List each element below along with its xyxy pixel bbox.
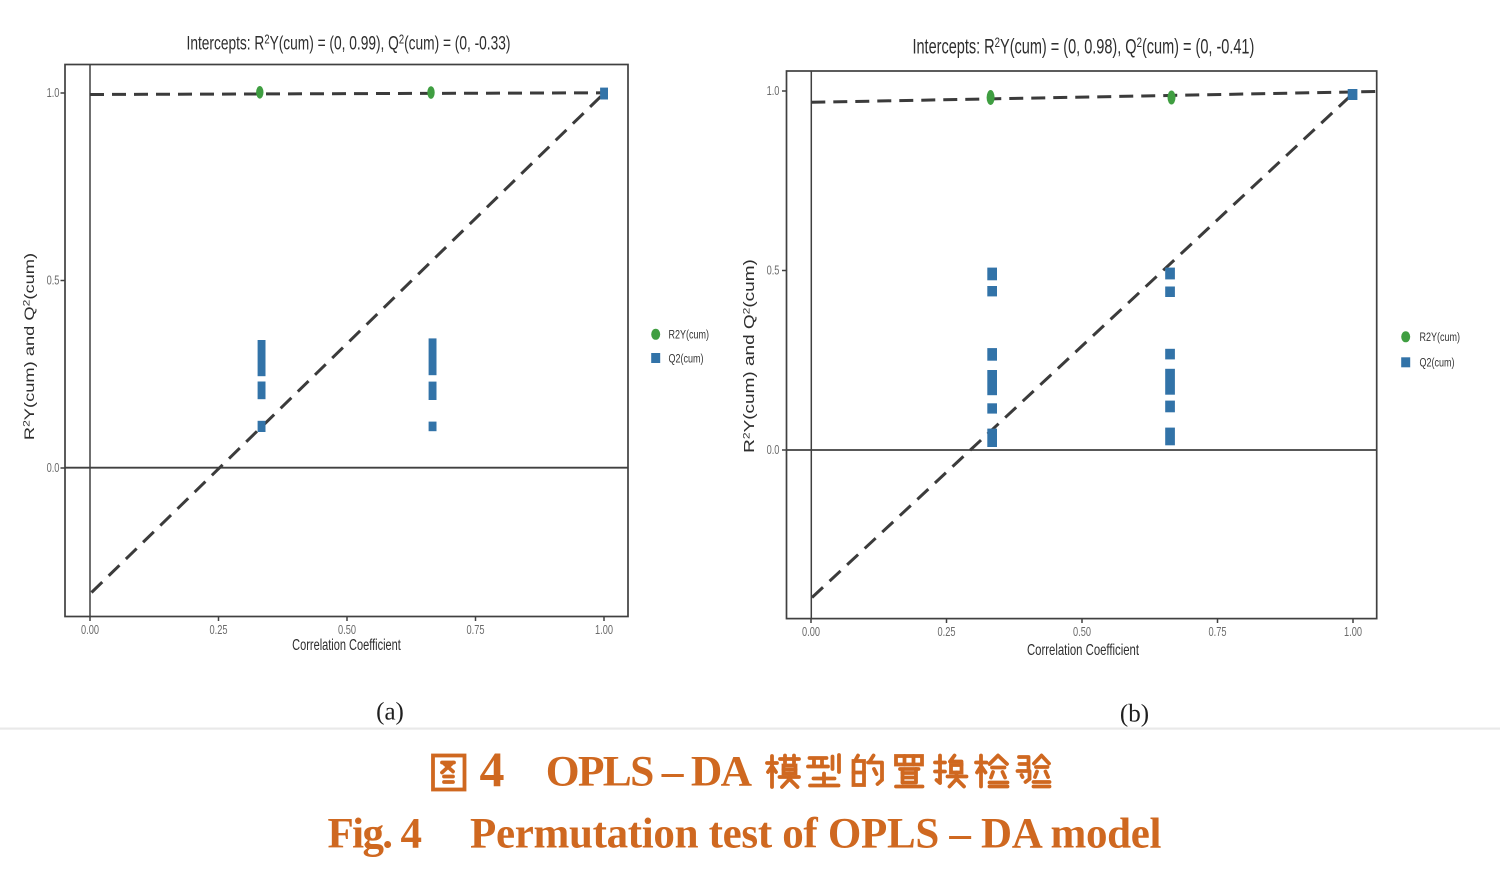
svg-text:R2Y(cum): R2Y(cum)	[1420, 331, 1460, 345]
svg-text:R2Y(cum) and Q2(cum): R2Y(cum) and Q2(cum)	[741, 259, 758, 453]
svg-text:4: 4	[480, 741, 505, 797]
svg-text:Intercepts: R2Y(cum) = (0, 0.9: Intercepts: R2Y(cum) = (0, 0.99), Q2(cum…	[187, 32, 511, 54]
svg-text:OPLS – DA: OPLS – DA	[546, 748, 753, 796]
svg-text:1.00: 1.00	[1344, 626, 1362, 640]
svg-text:Fig. 4: Fig. 4	[328, 811, 423, 858]
svg-text:0.00: 0.00	[81, 624, 99, 638]
svg-text:1.0: 1.0	[767, 85, 780, 99]
svg-text:0.00: 0.00	[802, 626, 820, 640]
svg-text:(a): (a)	[376, 699, 404, 726]
svg-text:0.75: 0.75	[467, 624, 485, 638]
svg-text:Intercepts: R2Y(cum) = (0, 0.9: Intercepts: R2Y(cum) = (0, 0.98), Q2(cum…	[912, 34, 1254, 58]
svg-text:Correlation Coefficient: Correlation Coefficient	[1027, 640, 1139, 658]
svg-text:0.25: 0.25	[210, 624, 228, 638]
svg-text:0.0: 0.0	[767, 444, 780, 458]
svg-text:0.50: 0.50	[1073, 626, 1091, 640]
svg-text:Permutation test of OPLS – DA: Permutation test of OPLS – DA model	[470, 811, 1162, 858]
svg-text:Q2(cum): Q2(cum)	[1420, 356, 1455, 370]
svg-text:R2Y(cum): R2Y(cum)	[669, 328, 709, 342]
svg-text:R2Y(cum) and Q2(cum): R2Y(cum) and Q2(cum)	[22, 253, 38, 440]
svg-text:0.0: 0.0	[47, 462, 60, 476]
svg-text:0.50: 0.50	[338, 624, 356, 638]
svg-text:1.0: 1.0	[47, 87, 60, 101]
svg-text:Correlation Coefficient: Correlation Coefficient	[292, 636, 401, 653]
svg-text:0.5: 0.5	[767, 264, 780, 278]
svg-text:0.75: 0.75	[1209, 626, 1227, 640]
svg-text:(b): (b)	[1120, 701, 1149, 728]
svg-text:Q2(cum): Q2(cum)	[669, 352, 704, 366]
svg-text:1.00: 1.00	[595, 624, 613, 638]
svg-text:0.5: 0.5	[47, 274, 60, 288]
svg-text:0.25: 0.25	[938, 626, 956, 640]
